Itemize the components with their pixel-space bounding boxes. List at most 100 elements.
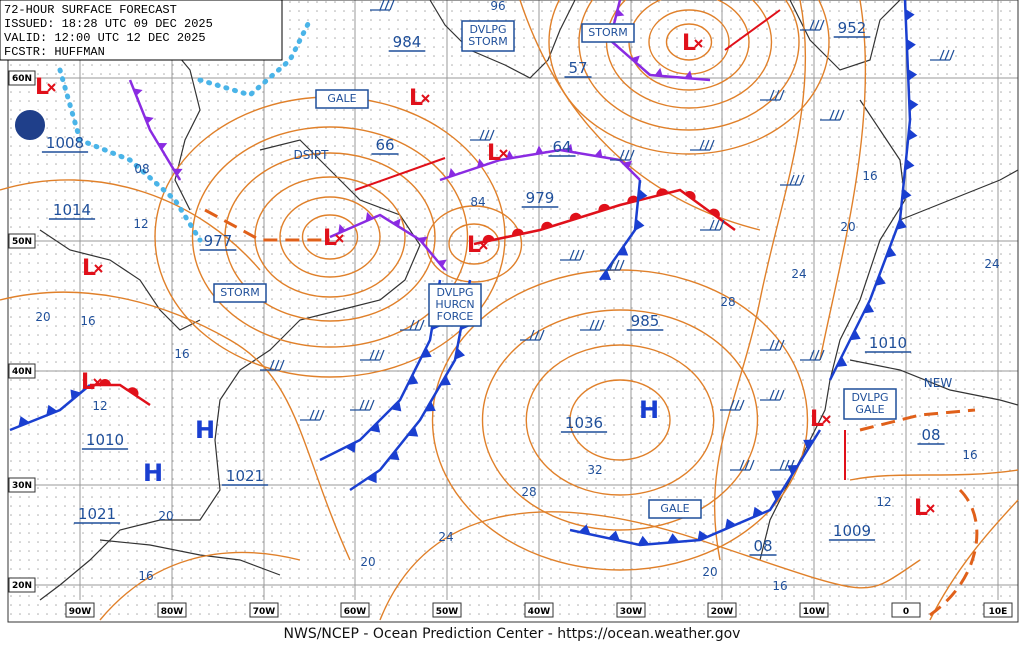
low-center: L [487, 141, 501, 166]
europe-north [899, 169, 1019, 221]
low-center-x [93, 378, 102, 387]
cold-front-symbol [803, 439, 815, 450]
lat-label: 30N [12, 481, 32, 491]
isobar-label: 20 [35, 310, 50, 324]
lon-label-box [432, 602, 462, 618]
warning-label: DVLPG [469, 23, 506, 36]
lat-label-box [8, 577, 36, 593]
low-center: L [82, 256, 96, 281]
wind-barb [760, 389, 785, 401]
header-line: VALID: 12:00 UTC 12 DEC 2025 [4, 31, 206, 45]
wind-barb [610, 149, 635, 161]
isobar-label: 24 [438, 530, 453, 544]
cold-front-symbol [440, 375, 451, 386]
cold-front-symbol [18, 416, 30, 427]
cold-front-symbol [906, 38, 916, 51]
lon-label: 40W [528, 607, 551, 617]
isobar-label: 16 [772, 579, 787, 593]
warm-front-symbol [627, 195, 640, 204]
isobar-label: 24 [984, 257, 999, 271]
wind-barb [780, 174, 805, 186]
occluded-front-symbol [448, 167, 462, 178]
cold-front-symbol [366, 472, 377, 484]
cold-front-symbol [578, 524, 591, 535]
occluded-front-symbol [535, 145, 550, 155]
lat-label: 50N [12, 237, 32, 247]
lon-label: 10W [803, 607, 826, 617]
wind-barb [400, 319, 425, 331]
caribbean [99, 539, 281, 576]
low-center-x [335, 234, 344, 243]
dissipating-front [859, 408, 976, 432]
occluded-front-symbol [365, 211, 379, 222]
warm-front-symbol [684, 190, 696, 201]
lon-label-box [524, 602, 554, 618]
isobar [224, 152, 436, 322]
isobar [819, 0, 867, 361]
pressure-label: 1021 [226, 467, 264, 485]
cold-front-symbol [388, 449, 400, 461]
cold-front-symbol [752, 506, 764, 518]
great-lakes [39, 229, 201, 331]
lon-label-box [249, 602, 279, 618]
warning-label: DVLPG [436, 286, 473, 299]
annotation: NEW [924, 376, 953, 390]
wind-barb [700, 219, 725, 231]
cold-front-symbol [407, 426, 419, 437]
occluded-front-symbol [157, 142, 168, 155]
cold-front-symbol [896, 218, 907, 230]
lon-label-box [340, 602, 370, 618]
wind-barb [800, 19, 825, 31]
occluded-front-symbol [476, 158, 491, 168]
isobar-label: 16 [174, 347, 189, 361]
annotation: DSIPT [294, 148, 330, 162]
occluded-front-symbol [654, 67, 669, 77]
warning-label: STORM [220, 286, 260, 299]
low-center-x [479, 241, 488, 250]
high-center: H [195, 416, 215, 444]
low-center-x [822, 415, 831, 424]
lon-label: 10E [989, 607, 1008, 617]
low-center: L [914, 496, 928, 521]
isobar-label: 20 [158, 509, 173, 523]
wind-barb [560, 249, 585, 261]
isobar-label: 12 [876, 495, 891, 509]
occluded-front-symbol [133, 88, 143, 102]
wind-barbs [260, 0, 955, 471]
low-center-x [47, 83, 56, 92]
isobar-label: 16 [862, 169, 877, 183]
pressure-label: 66 [375, 136, 394, 154]
isobar [713, 0, 807, 561]
header-line: FCSTR: HUFFMAN [4, 45, 105, 59]
cold-front-symbol [70, 389, 81, 401]
occluded-front [608, 0, 711, 82]
header-box [0, 0, 283, 61]
cold-front [598, 179, 642, 281]
wind-barb [470, 129, 495, 141]
isobar [425, 205, 523, 283]
cold-front-symbol [420, 347, 432, 359]
cold-front [349, 279, 472, 492]
occluded-front-symbol [564, 143, 579, 154]
isobar [849, 469, 1019, 481]
cold-front-symbol [345, 442, 356, 453]
occluded-front-symbol [338, 224, 352, 234]
pressure-label: 985 [631, 312, 660, 330]
wind-barb [350, 399, 375, 411]
cold-front-symbol [424, 401, 436, 412]
isobar [481, 309, 759, 531]
map-frame [7, 0, 1019, 623]
cold-front-symbol [600, 269, 611, 281]
cold-front-symbol [907, 128, 918, 141]
cold-front-symbol [617, 245, 629, 256]
isobar-label: 20 [702, 565, 717, 579]
cold-front-symbol [697, 530, 709, 542]
footer: NWS/NCEP - Ocean Prediction Center - htt… [284, 626, 741, 642]
pressure-label: 1021 [78, 505, 116, 523]
cold-front-symbol [369, 421, 381, 433]
isobar-label: 12 [133, 217, 148, 231]
greenland-coast [429, 0, 576, 79]
na-east-coast [39, 139, 421, 601]
cold-front-symbol [885, 246, 897, 258]
low-center-x [94, 264, 103, 273]
